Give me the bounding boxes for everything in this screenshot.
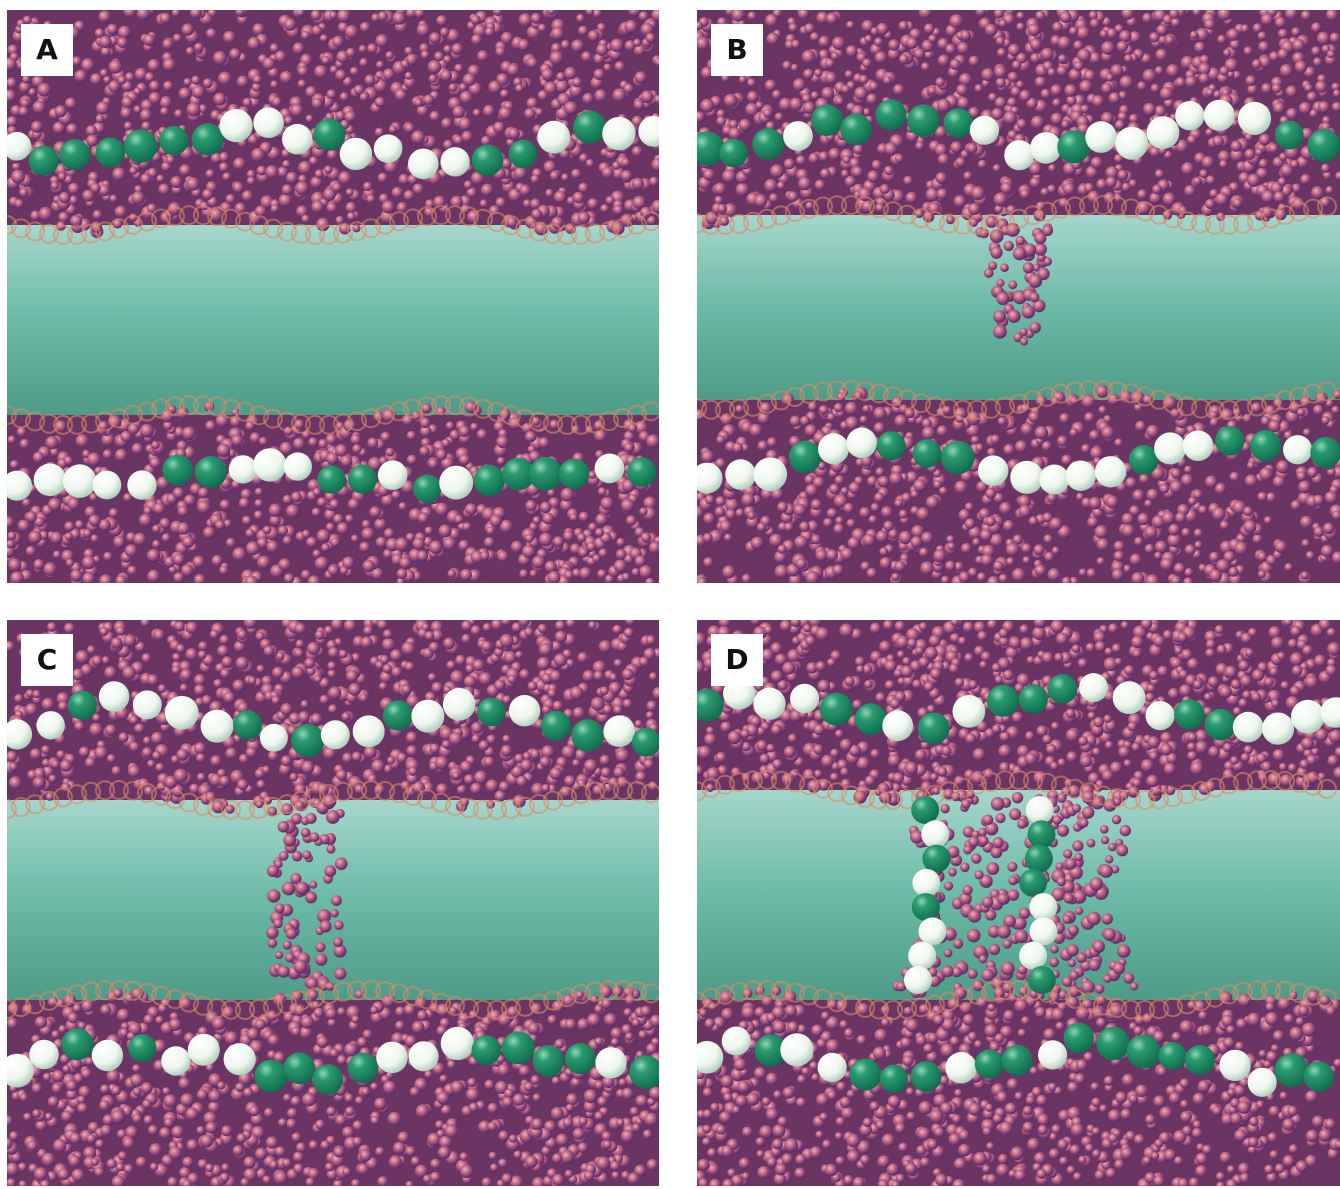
vacuum-gap [7, 225, 659, 415]
interface-rim [697, 770, 1337, 1020]
panel-a: A [7, 10, 659, 583]
panel-label-b: B [711, 24, 763, 76]
lipid-heads [697, 673, 1340, 1097]
simulation-image-b [697, 10, 1340, 583]
lipid-heads [7, 107, 659, 503]
lipid-heads [697, 99, 1340, 495]
simulation-image-d [697, 620, 1340, 1186]
panel-label-c: C [21, 634, 73, 686]
panel-label-a: A [21, 24, 73, 76]
interface-rim [7, 780, 659, 1020]
simulation-image-a [7, 10, 659, 583]
panel-d: D [697, 620, 1340, 1186]
panel-b: B [697, 10, 1340, 583]
lipid-heads [7, 681, 659, 1095]
interface-rim [7, 205, 659, 435]
simulation-image-c [7, 620, 659, 1186]
panel-label-d: D [711, 634, 763, 686]
panel-c: C [7, 620, 659, 1186]
interface-rim [697, 195, 1337, 420]
